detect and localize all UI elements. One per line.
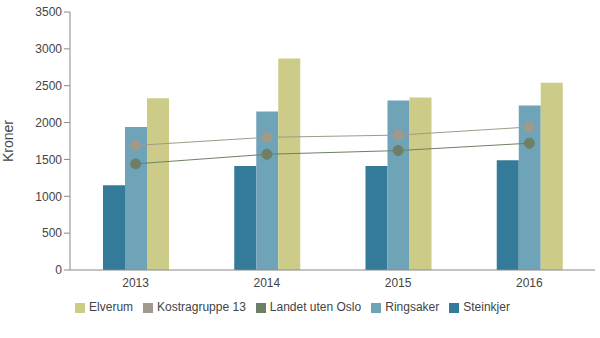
svg-text:2016: 2016 — [516, 276, 543, 290]
svg-text:3000: 3000 — [35, 42, 62, 56]
svg-text:Kroner: Kroner — [8, 120, 16, 162]
html-text:Ringsaker: Ringsaker — [385, 300, 440, 314]
svg-text:2013: 2013 — [122, 276, 149, 290]
svg-text:2000: 2000 — [35, 116, 62, 130]
svg-text:0: 0 — [55, 263, 62, 277]
svg-text:1000: 1000 — [35, 190, 62, 204]
html-text:Elverum: Elverum — [89, 300, 134, 314]
html-text:Landet uten Oslo: Landet uten Oslo — [269, 300, 362, 314]
svg-text:500: 500 — [42, 226, 62, 240]
svg-text:2500: 2500 — [35, 79, 62, 93]
html-text:Steinkjer: Steinkjer — [463, 300, 510, 314]
svg-text:1500: 1500 — [35, 153, 62, 167]
svg-text:2014: 2014 — [254, 276, 281, 290]
svg-text:3500: 3500 — [35, 5, 62, 19]
html-text:Kostragruppe 13: Kostragruppe 13 — [157, 300, 246, 314]
svg-text:2015: 2015 — [385, 276, 412, 290]
